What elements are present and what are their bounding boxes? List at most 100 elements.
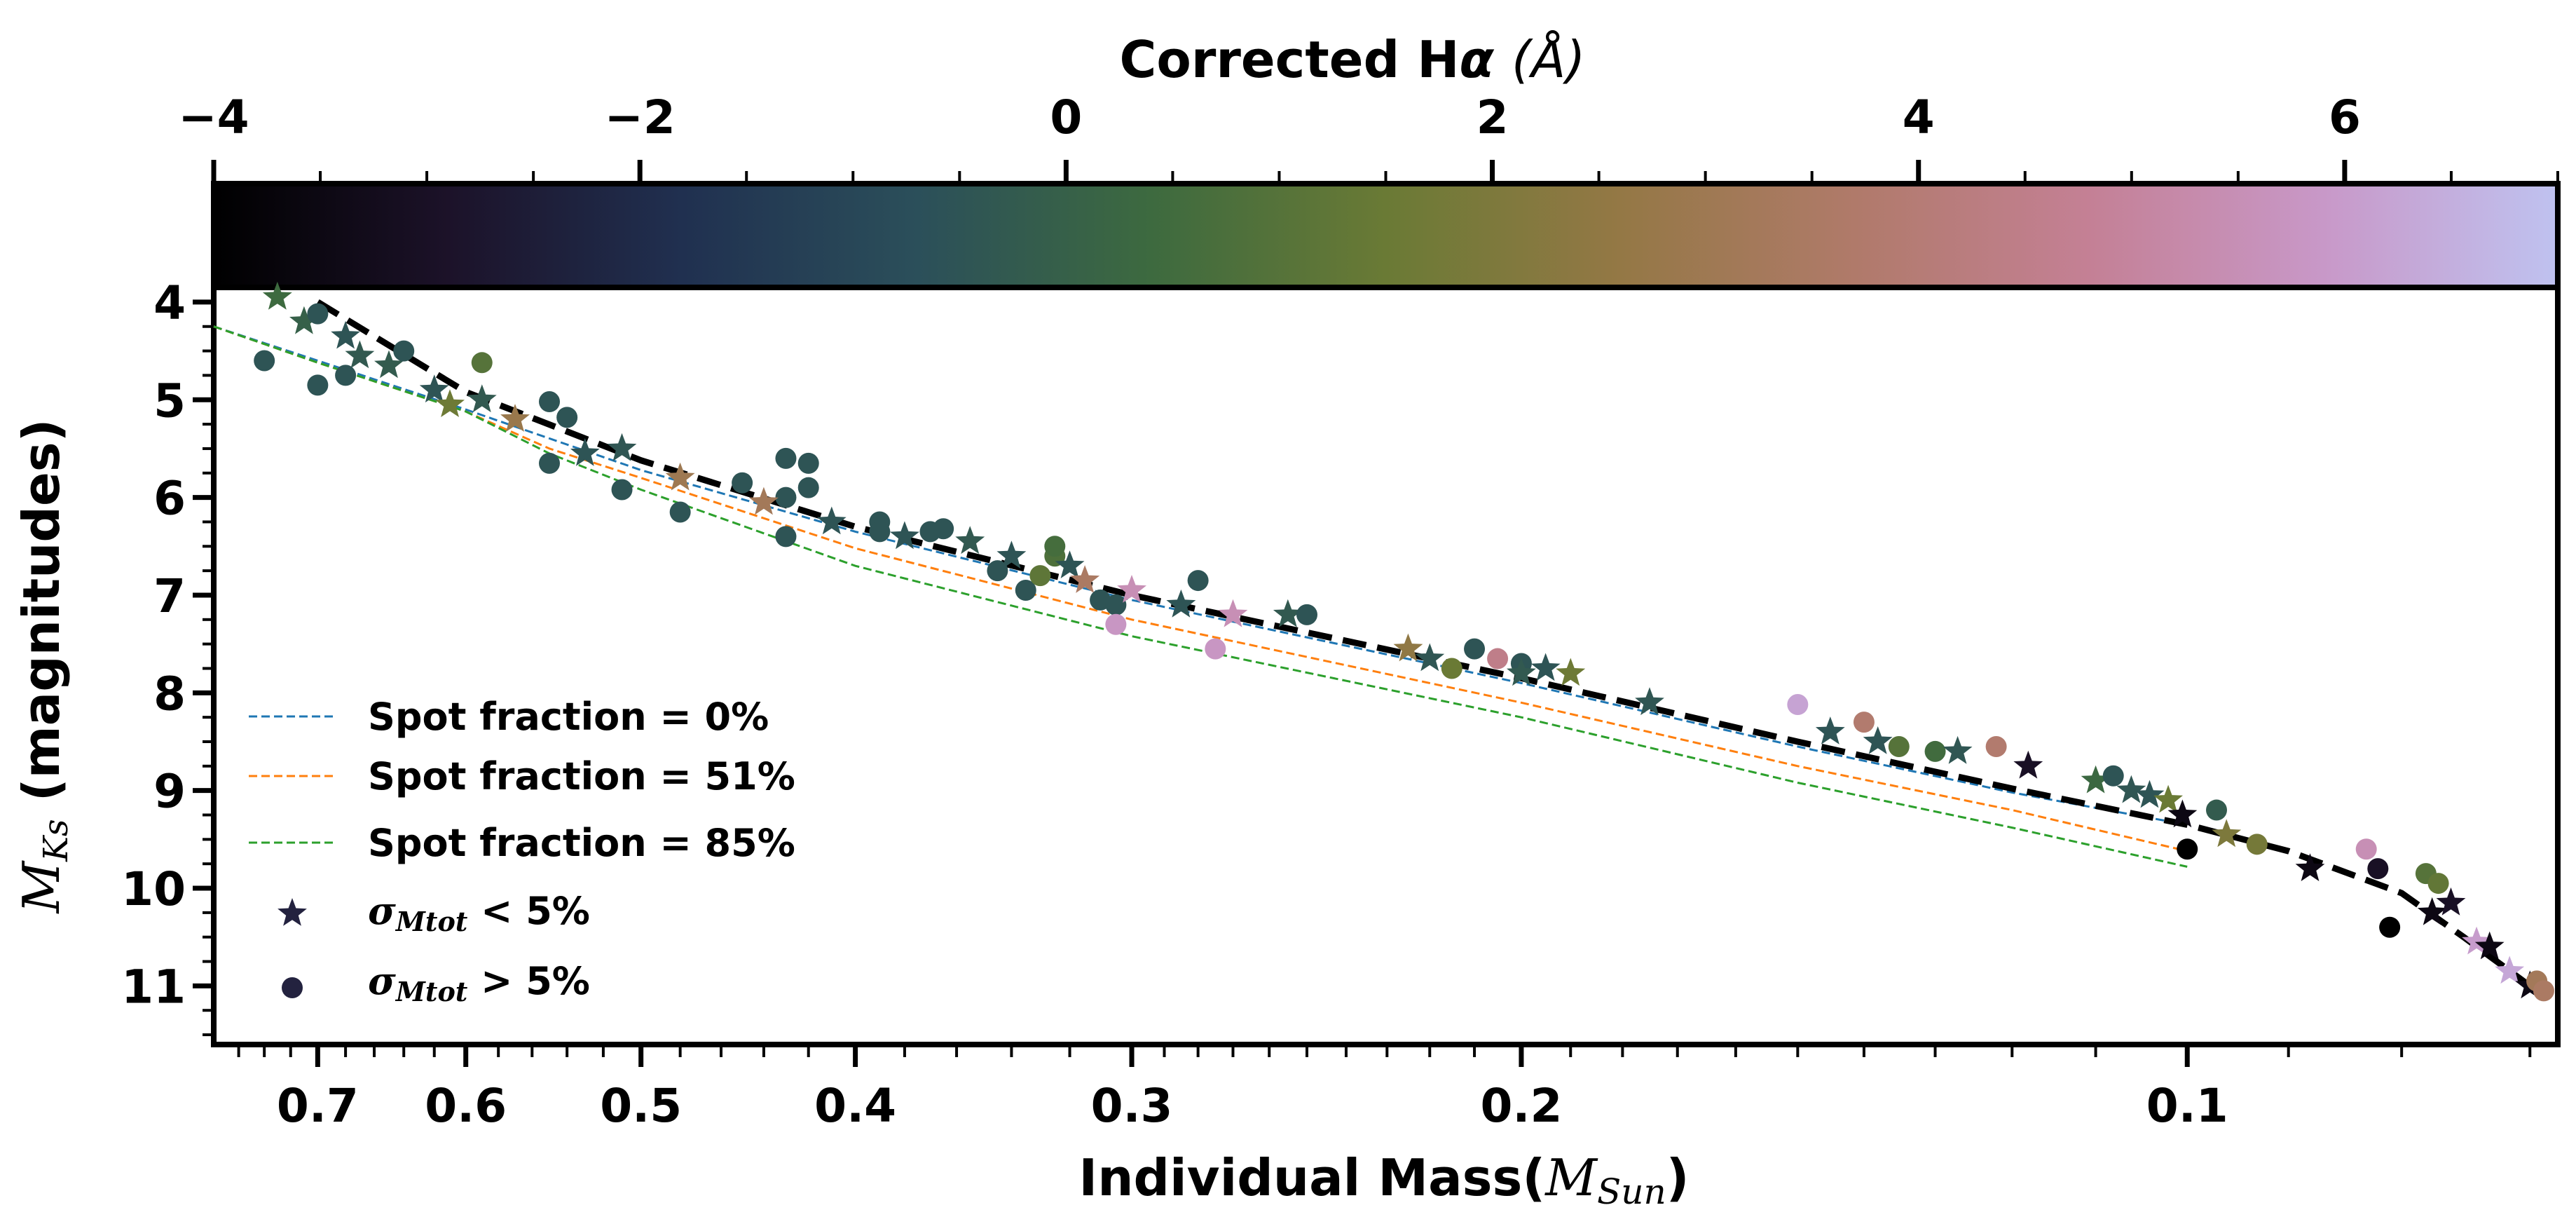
data-point-circle <box>669 501 691 523</box>
data-point-circle <box>2206 799 2228 821</box>
data-point-star <box>2212 819 2242 848</box>
data-point-circle <box>611 479 633 501</box>
data-point-star <box>467 384 497 413</box>
colorbar-tick-label: 0 <box>1050 90 1082 144</box>
data-point-circle <box>2367 858 2389 880</box>
data-point-star <box>1273 599 1303 627</box>
data-point-star <box>890 521 919 550</box>
legend-label-circle: σMtot > 5% <box>368 958 590 1007</box>
model-line-1 <box>213 325 2188 852</box>
legend-label-spot-51: Spot fraction = 51% <box>368 754 795 798</box>
data-point-circle <box>1105 613 1127 635</box>
y-tick-label: 6 <box>153 472 186 526</box>
x-tick-label: 0.4 <box>814 1079 896 1133</box>
colorbar-tick-label: 4 <box>1903 90 1935 144</box>
data-point-star <box>996 540 1027 569</box>
data-point-circle <box>775 487 797 508</box>
data-point-circle <box>2246 834 2268 855</box>
y-tick-label: 10 <box>121 862 186 916</box>
data-point-circle <box>1487 648 1509 669</box>
data-point-star <box>345 340 375 369</box>
data-point-star <box>419 374 449 403</box>
data-point-star <box>1815 716 1845 744</box>
data-point-circle <box>869 521 891 543</box>
data-point-circle <box>1853 712 1875 733</box>
legend-label-spot-0: Spot fraction = 0% <box>368 695 769 739</box>
x-axis-label: Individual Mass(MSun) <box>1078 1148 1689 1212</box>
data-point-star <box>2013 750 2043 779</box>
data-point-circle <box>1029 565 1051 587</box>
data-point-star <box>570 437 600 466</box>
legend-circle-marker <box>282 977 303 998</box>
colorbar-tick-label: 6 <box>2329 90 2361 144</box>
data-point-circle <box>307 303 329 325</box>
data-point-circle <box>335 365 357 386</box>
data-point-circle <box>1888 735 1910 757</box>
data-point-star <box>1055 550 1085 578</box>
fit-line <box>316 299 2532 989</box>
data-point-circle <box>797 477 819 498</box>
data-point-star <box>1863 726 1893 754</box>
data-point-circle <box>556 407 578 428</box>
data-point-circle <box>2427 873 2449 895</box>
data-point-star <box>955 526 985 555</box>
data-point-star <box>2436 887 2466 916</box>
legend-entry-spot-0: Spot fraction = 0% <box>249 695 769 739</box>
data-point-star <box>2474 931 2505 960</box>
fit-line-layer <box>316 299 2532 989</box>
colorbar-gradient <box>214 184 2558 287</box>
data-point-star <box>262 281 292 310</box>
data-point-star <box>749 487 779 515</box>
y-tick-label: 8 <box>153 667 186 721</box>
data-point-circle <box>775 447 797 469</box>
data-point-star <box>2462 926 2491 955</box>
data-point-circle <box>1015 580 1036 601</box>
colorbar-tick-label: −4 <box>178 90 249 144</box>
data-point-circle <box>539 452 561 474</box>
data-point-circle <box>775 526 797 548</box>
data-point-circle <box>2379 916 2401 938</box>
data-point-star <box>1943 735 1973 764</box>
data-point-star <box>1218 599 1248 627</box>
data-point-star <box>816 506 847 535</box>
data-point-circle <box>732 472 753 494</box>
data-point-star <box>1507 658 1536 686</box>
data-point-circle <box>1787 694 1809 716</box>
data-point-star <box>2417 897 2447 925</box>
data-point-star <box>374 350 404 379</box>
data-point-star <box>1117 575 1146 603</box>
data-point-star <box>331 320 360 349</box>
data-point-circle <box>1205 638 1226 660</box>
legend-entry-circle: σMtot > 5% <box>282 958 590 1007</box>
data-point-star <box>289 306 319 334</box>
legend-entry-star: σMtot < 5% <box>278 888 590 937</box>
data-point-star <box>1393 633 1423 662</box>
data-point-circle <box>393 340 415 362</box>
data-point-circle <box>1044 536 1066 557</box>
data-point-star <box>1070 565 1100 593</box>
data-point-circle <box>1924 740 1946 762</box>
data-point-circle <box>307 374 329 396</box>
colorbar-tick-label: 2 <box>1477 90 1509 144</box>
data-point-circle <box>797 452 819 474</box>
data-point-circle <box>254 350 275 372</box>
data-point-star <box>2135 780 2165 808</box>
legend-entry-spot-85: Spot fraction = 85% <box>249 821 795 865</box>
data-point-circle <box>2177 838 2198 860</box>
y-tick-label: 11 <box>121 960 186 1014</box>
data-point-circle <box>1187 570 1209 592</box>
plot-area: 0.7 0.6 0.5 0.4 0.3 0.2 0.1 4 5 6 7 8 9 10 11 <box>121 276 2561 1133</box>
data-point-circle <box>2102 765 2124 787</box>
data-point-star <box>435 389 465 417</box>
colorbar-ticks: −4 −2 0 2 4 6 <box>178 90 2559 184</box>
y-axis-ticks: 4 5 6 7 8 9 10 11 <box>121 276 214 1037</box>
legend-star-marker <box>278 898 307 926</box>
legend-label-spot-85: Spot fraction = 85% <box>368 821 795 865</box>
data-point-circle <box>1441 658 1462 679</box>
x-tick-label: 0.1 <box>2146 1079 2228 1133</box>
data-point-star <box>1415 643 1445 672</box>
y-tick-label: 9 <box>153 765 186 819</box>
data-point-star <box>2495 955 2525 984</box>
data-point-star <box>2153 784 2183 813</box>
